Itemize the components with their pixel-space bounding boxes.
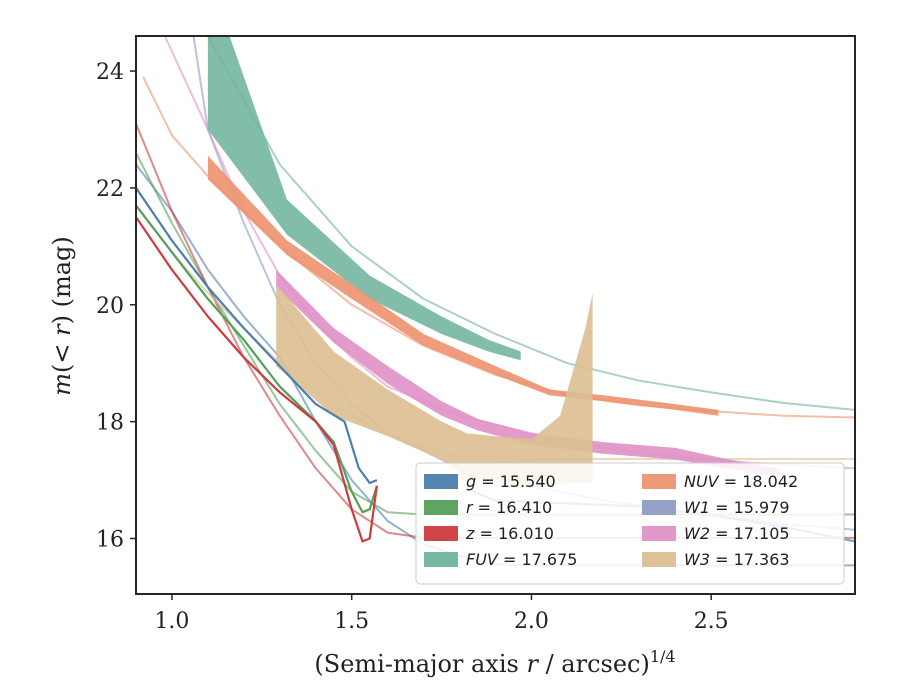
legend-entry-FUV: FUV = 17.675 <box>424 550 577 569</box>
profile-band-W2 <box>276 269 780 478</box>
legend-entry-W2: W2 = 17.105 <box>642 524 790 543</box>
legend-swatch <box>642 500 676 515</box>
x-tick-label: 1.0 <box>154 609 189 634</box>
legend-swatch <box>424 526 458 541</box>
y-tick-label: 22 <box>96 177 124 202</box>
legend-swatch <box>642 474 676 489</box>
profile-band-FUV <box>207 36 521 361</box>
legend-entry-NUV: NUV = 18.042 <box>642 472 798 491</box>
model-curve-FUV <box>207 36 855 411</box>
legend-entry-W1: W1 = 15.979 <box>642 498 790 517</box>
legend-swatch <box>424 474 458 489</box>
legend-label: W1 = 15.979 <box>684 498 790 517</box>
legend-swatch <box>642 526 676 541</box>
y-tick-label: 18 <box>96 411 124 436</box>
legend-box <box>415 462 845 585</box>
legend-label: r = 16.410 <box>466 498 552 517</box>
legend-label: FUV = 17.675 <box>466 550 577 569</box>
model-curve-z <box>136 123 855 539</box>
y-tick-label: 24 <box>96 60 124 85</box>
x-tick-label: 2.5 <box>694 609 729 634</box>
legend-swatch <box>424 500 458 515</box>
x-tick-label: 2.0 <box>514 609 549 634</box>
y-axis-label: m(< r) (mag) <box>48 236 76 396</box>
legend-entry-r: r = 16.410 <box>424 498 552 517</box>
legend-entry-z: z = 16.010 <box>424 524 554 543</box>
profile-line-g <box>136 187 378 485</box>
legend-label: W2 = 17.105 <box>684 524 790 543</box>
legend-entry-g: g = 15.540 <box>424 472 556 491</box>
legend-label: g = 15.540 <box>466 472 556 491</box>
x-tick-label: 1.5 <box>334 609 369 634</box>
legend-label: z = 16.010 <box>465 524 554 543</box>
y-axis: 16 18 20 22 24 <box>96 60 136 552</box>
y-tick-label: 16 <box>96 527 124 552</box>
x-axis-label: (Semi-major axis r / arcsec)1/4 <box>314 647 675 678</box>
y-tick-label: 20 <box>96 294 124 319</box>
profile-line-z <box>136 216 378 543</box>
legend-label: W3 = 17.363 <box>684 550 790 569</box>
model-curve-r <box>136 152 855 516</box>
legend-swatch <box>424 552 458 567</box>
legend-label: NUV = 18.042 <box>684 472 798 491</box>
x-axis: 1.0 1.5 2.0 2.5 <box>154 594 729 634</box>
legend-swatch <box>642 552 676 567</box>
plot-frame <box>135 35 856 595</box>
legend-entry-W3: W3 = 17.363 <box>642 550 790 569</box>
legend: g = 15.540 r = 16.410 z = 16.010 FUV = 17.6… <box>415 462 845 585</box>
